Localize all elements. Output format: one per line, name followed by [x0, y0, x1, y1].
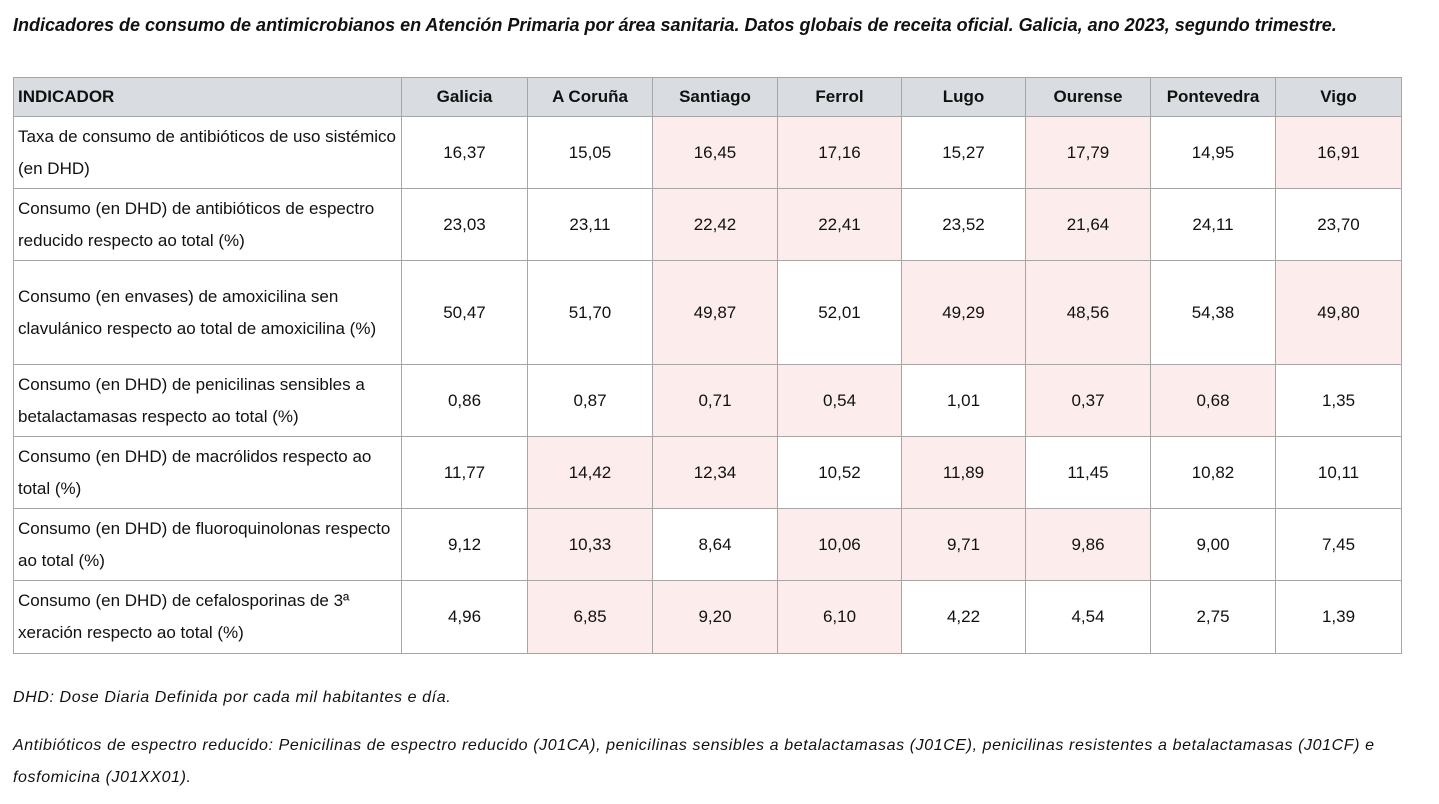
- value-cell: 10,33: [527, 508, 653, 581]
- value-cell: 17,79: [1025, 116, 1151, 189]
- table-row: Consumo (en DHD) de penicilinas sensible…: [13, 364, 1402, 437]
- value-cell: 9,12: [401, 508, 528, 581]
- table-row: Consumo (en DHD) de macrólidos respecto …: [13, 436, 1402, 509]
- value-cell: 10,52: [777, 436, 902, 509]
- value-cell: 10,11: [1275, 436, 1402, 509]
- column-header-lugo: Lugo: [901, 77, 1026, 117]
- value-cell: 11,89: [901, 436, 1026, 509]
- value-cell: 14,42: [527, 436, 653, 509]
- table-title: Indicadores de consumo de antimicrobiano…: [13, 15, 1337, 35]
- table-row: Consumo (en envases) de amoxicilina sen …: [13, 260, 1402, 365]
- value-cell: 50,47: [401, 260, 528, 365]
- column-header-pontevedra: Pontevedra: [1150, 77, 1276, 117]
- value-cell: 9,20: [652, 580, 778, 654]
- value-cell: 15,05: [527, 116, 653, 189]
- value-cell: 4,96: [401, 580, 528, 654]
- value-cell: 6,85: [527, 580, 653, 654]
- value-cell: 22,42: [652, 188, 778, 261]
- column-header-galicia: Galicia: [401, 77, 528, 117]
- value-cell: 0,71: [652, 364, 778, 437]
- value-cell: 52,01: [777, 260, 902, 365]
- value-cell: 23,11: [527, 188, 653, 261]
- value-cell: 0,37: [1025, 364, 1151, 437]
- value-cell: 54,38: [1150, 260, 1276, 365]
- indicator-cell: Consumo (en DHD) de fluoroquinolonas res…: [13, 508, 402, 581]
- value-cell: 7,45: [1275, 508, 1402, 581]
- value-cell: 10,06: [777, 508, 902, 581]
- value-cell: 1,01: [901, 364, 1026, 437]
- value-cell: 0,87: [527, 364, 653, 437]
- table-row: Taxa de consumo de antibióticos de uso s…: [13, 116, 1402, 189]
- value-cell: 17,16: [777, 116, 902, 189]
- footnote-dhd: DHD: Dose Diaria Definida por cada mil h…: [13, 689, 452, 706]
- value-cell: 12,34: [652, 436, 778, 509]
- footnote-spectrum: Antibióticos de espectro reducido: Penic…: [13, 737, 1375, 786]
- indicators-table: INDICADOR Galicia A Coruña Santiago Ferrol Lu…: [13, 77, 1402, 654]
- value-cell: 6,10: [777, 580, 902, 654]
- value-cell: 10,82: [1150, 436, 1276, 509]
- value-cell: 16,45: [652, 116, 778, 189]
- value-cell: 49,29: [901, 260, 1026, 365]
- value-cell: 11,77: [401, 436, 528, 509]
- table-row: Consumo (en DHD) de cefalosporinas de 3ª…: [13, 580, 1402, 654]
- value-cell: 23,70: [1275, 188, 1402, 261]
- value-cell: 14,95: [1150, 116, 1276, 189]
- value-cell: 16,91: [1275, 116, 1402, 189]
- value-cell: 9,86: [1025, 508, 1151, 581]
- indicator-cell: Consumo (en DHD) de penicilinas sensible…: [13, 364, 402, 437]
- value-cell: 1,39: [1275, 580, 1402, 654]
- column-header-vigo: Vigo: [1275, 77, 1402, 117]
- value-cell: 24,11: [1150, 188, 1276, 261]
- value-cell: 51,70: [527, 260, 653, 365]
- column-header-indicator: INDICADOR: [13, 77, 402, 117]
- value-cell: 1,35: [1275, 364, 1402, 437]
- value-cell: 49,80: [1275, 260, 1402, 365]
- value-cell: 0,68: [1150, 364, 1276, 437]
- value-cell: 4,22: [901, 580, 1026, 654]
- indicator-cell: Consumo (en envases) de amoxicilina sen …: [13, 260, 402, 365]
- column-header-santiago: Santiago: [652, 77, 778, 117]
- table-row: Consumo (en DHD) de fluoroquinolonas res…: [13, 508, 1402, 581]
- value-cell: 15,27: [901, 116, 1026, 189]
- value-cell: 2,75: [1150, 580, 1276, 654]
- indicator-cell: Consumo (en DHD) de macrólidos respecto …: [13, 436, 402, 509]
- value-cell: 22,41: [777, 188, 902, 261]
- value-cell: 23,52: [901, 188, 1026, 261]
- indicator-cell: Consumo (en DHD) de cefalosporinas de 3ª…: [13, 580, 402, 654]
- value-cell: 16,37: [401, 116, 528, 189]
- value-cell: 48,56: [1025, 260, 1151, 365]
- value-cell: 49,87: [652, 260, 778, 365]
- indicator-cell: Consumo (en DHD) de antibióticos de espe…: [13, 188, 402, 261]
- column-header-a-coruña: A Coruña: [527, 77, 653, 117]
- value-cell: 8,64: [652, 508, 778, 581]
- column-header-ferrol: Ferrol: [777, 77, 902, 117]
- indicator-cell: Taxa de consumo de antibióticos de uso s…: [13, 116, 402, 189]
- table-row: Consumo (en DHD) de antibióticos de espe…: [13, 188, 1402, 261]
- value-cell: 21,64: [1025, 188, 1151, 261]
- column-header-ourense: Ourense: [1025, 77, 1151, 117]
- value-cell: 9,00: [1150, 508, 1276, 581]
- header-row: INDICADOR Galicia A Coruña Santiago Ferrol Lu…: [13, 77, 1402, 117]
- value-cell: 4,54: [1025, 580, 1151, 654]
- value-cell: 23,03: [401, 188, 528, 261]
- value-cell: 0,86: [401, 364, 528, 437]
- value-cell: 11,45: [1025, 436, 1151, 509]
- value-cell: 0,54: [777, 364, 902, 437]
- value-cell: 9,71: [901, 508, 1026, 581]
